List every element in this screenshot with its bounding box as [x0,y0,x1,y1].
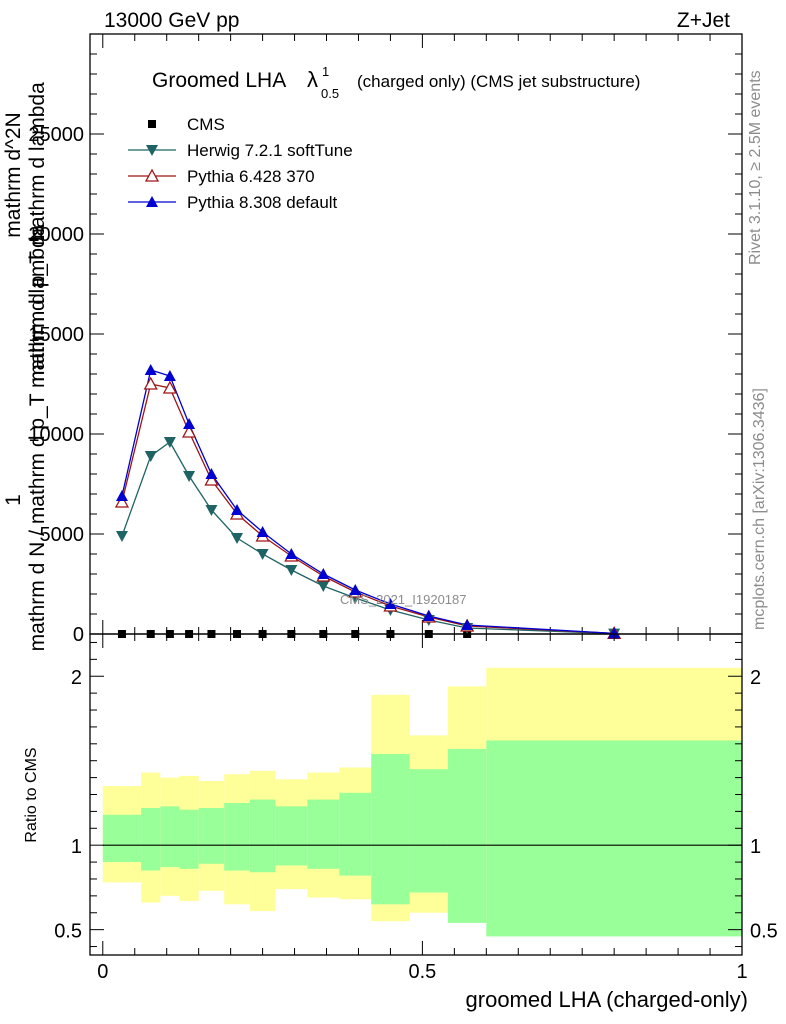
point-pythia8 [256,526,269,537]
point-pythia6 [162,380,177,394]
point-pythia8 [349,584,362,595]
inner-band-bin [198,808,225,864]
inner-band-bin [275,806,308,866]
title-superscript: 1 [322,64,329,79]
point-pythia8 [144,364,157,375]
point-herwig [317,581,330,592]
ratio-xtick-label: 0.5 [408,961,436,983]
ratio-ytick-label: 2 [750,667,761,689]
legend-marker-pythia6 [144,168,160,182]
main-ytick-label: 0 [73,624,84,646]
process-label: Z+Jet [677,9,730,32]
point-herwig [205,505,218,516]
point-pythia6 [181,424,197,438]
inner-band-bin [307,799,340,869]
main-ytick-label: 25000 [28,124,84,146]
ylabel-numerator-one: 1 [2,494,25,506]
point-pythia8 [163,370,176,381]
ratio-xtick-label: 1 [736,961,747,983]
inner-band-bin [249,799,276,873]
legend-marker-cms [148,120,156,128]
main-ytick-label: 20000 [28,224,84,246]
point-pythia8 [461,619,474,630]
legend-label-herwig: Herwig 7.2.1 softTune [187,141,353,160]
title-subscript: 0.5 [321,86,339,101]
point-pythia8 [285,548,298,559]
ratio-ytick-label: 2 [71,667,82,689]
inner-band-bin [339,792,372,876]
ratio-xtick-label: 0 [97,961,108,983]
point-herwig [115,531,128,542]
legend-marker-herwig [146,145,158,156]
inner-band-bin [102,814,142,863]
energy-label: 13000 GeV pp [104,9,239,32]
inner-band-bin [160,806,180,868]
ylabel-d2n: mathrm d^2N [2,112,25,237]
chart-title: Groomed LHA λ 1 0.5 (charged only) (CMS … [152,64,640,101]
point-pythia6 [114,494,130,508]
inner-band-bin [486,740,742,937]
title-lambda: λ [307,67,318,92]
main-ytick-label: 15000 [28,324,84,346]
main-ytick-label: 10000 [28,424,84,446]
point-pythia8 [422,610,435,621]
series-line-pythia8 [121,369,615,635]
legend-label-cms: CMS [187,115,225,134]
point-pythia8 [115,490,128,501]
main-ytick-label: 5000 [40,524,85,546]
inner-band-bin [141,808,161,871]
inner-band-bin [371,753,410,905]
point-pythia8 [183,418,196,429]
ratio-ytick-label: 0.5 [750,921,778,943]
point-herwig [231,533,244,544]
ylabel-dpt-dlambda: mathrm d p_T mathrm d lambda [26,82,49,382]
point-pythia8 [205,468,218,479]
point-herwig [144,451,157,462]
point-pythia8 [317,568,330,579]
inner-band-bin [409,769,448,893]
point-pythia8 [608,627,621,639]
ratio-ylabel: Ratio to CMS [23,747,40,842]
point-herwig [163,437,176,448]
series-line-herwig [121,441,615,635]
point-pythia8 [384,598,397,609]
ratio-ytick-label: 0.5 [54,921,82,943]
series-line-pythia6 [121,383,615,635]
inner-band-bin [224,802,250,871]
inner-band-bin [179,809,199,869]
title-main: Groomed LHA [152,69,286,92]
inner-band-bin [447,748,487,923]
main-ylabel: 1 mathrm d N / mathrm d p_T mathrm d lam… [2,82,49,651]
ratio-ytick-label: 1 [71,836,82,858]
point-pythia8 [231,504,244,515]
point-herwig [256,549,269,560]
point-pythia6 [204,472,219,486]
point-pythia6 [143,376,158,390]
point-herwig [183,471,196,482]
title-suffix: (charged only) (CMS jet substructure) [357,72,640,91]
ylabel-denominator: mathrm d N / mathrm d p_T mathrm d lambd… [26,224,49,651]
watermark: CMS_2021_I1920187 [340,592,467,607]
x-axis-label: groomed LHA (charged-only) [466,987,748,1012]
rivet-label: Rivet 3.1.10, ≥ 2.5M events [747,70,764,265]
ratio-ytick-label: 1 [750,836,761,858]
point-herwig [285,565,298,576]
legend-label-pythia8: Pythia 8.308 default [187,193,338,212]
mcplots-label: mcplots.cern.ch [arXiv:1306.3436] [751,388,768,630]
legend-label-pythia6: Pythia 6.428 370 [187,167,315,186]
legend-marker-pythia8 [146,196,158,207]
